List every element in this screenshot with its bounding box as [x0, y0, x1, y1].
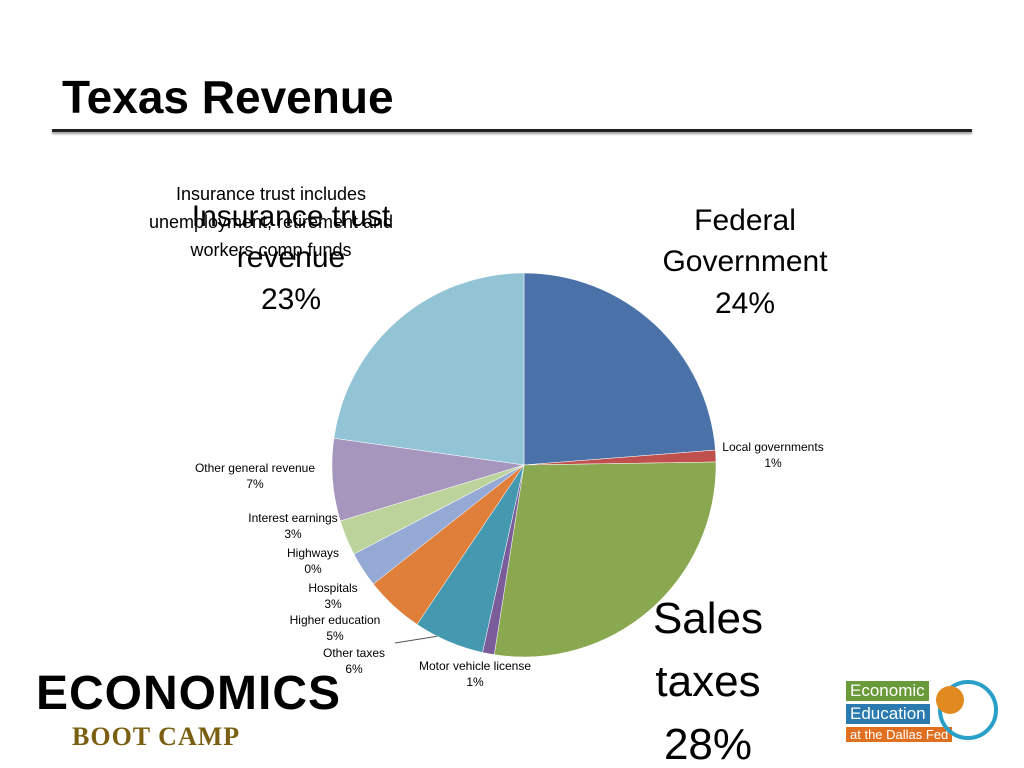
pie-slice: [333, 272, 525, 466]
slice-label: Motor vehicle license 1%: [395, 659, 555, 690]
slice-name: Sales taxes: [652, 594, 764, 706]
pie-slice: [523, 272, 716, 466]
slice-value: 1%: [764, 455, 782, 470]
slice-value: 0%: [304, 561, 322, 576]
slice-label: Other taxes 6%: [304, 646, 404, 677]
logo-line: Economic: [846, 681, 929, 701]
slice-label: Other general revenue 7%: [180, 461, 330, 492]
logo-line: at the Dallas Fed: [846, 727, 953, 742]
slice-value: 7%: [246, 476, 264, 491]
slice-value: 3%: [284, 526, 302, 541]
slice-label: Federal Government 24%: [645, 200, 845, 324]
slice-value: 6%: [345, 661, 363, 676]
slice-name: Other taxes: [322, 646, 386, 660]
slice-value: 3%: [324, 596, 342, 611]
title-rule: [52, 129, 972, 132]
logo-word: ECONOMICS: [36, 667, 342, 720]
slice-value: 5%: [326, 628, 344, 643]
slice-label: Interest earnings 3%: [233, 511, 353, 542]
slide-title: Texas Revenue: [62, 71, 394, 123]
logo-tagline: BOOT CAMP: [72, 722, 241, 751]
slice-label: Sales taxes 28%: [638, 588, 778, 768]
logo-line: Education: [846, 704, 930, 724]
slice-label: Insurance trust revenue 23%: [176, 196, 406, 320]
slice-value: 28%: [663, 719, 753, 768]
pie-slice: [493, 461, 717, 658]
slice-value: 24%: [714, 286, 776, 320]
slice-name: Highways: [286, 546, 340, 560]
slice-name: Local governments: [722, 440, 824, 454]
slice-name: Interest earnings: [248, 511, 338, 525]
slice-label: Hospitals 3%: [283, 581, 383, 612]
slice-name: Federal Government: [662, 204, 828, 279]
slice-name: Insurance trust revenue: [191, 200, 391, 275]
slice-name: Motor vehicle license: [418, 659, 532, 673]
slice-name: Higher education: [289, 613, 381, 627]
slice-name: Other general revenue: [194, 461, 316, 475]
slice-name: Hospitals: [308, 581, 358, 595]
annotation: Insurance trust includes unemployment, r…: [148, 184, 394, 260]
leader-line: [394, 634, 446, 644]
slice-value: 1%: [466, 674, 484, 689]
slice-label: Higher education 5%: [275, 613, 395, 644]
slice-label: Highways 0%: [263, 546, 363, 577]
slice-label: Local governments 1%: [693, 440, 853, 471]
slice-value: 23%: [260, 282, 322, 316]
